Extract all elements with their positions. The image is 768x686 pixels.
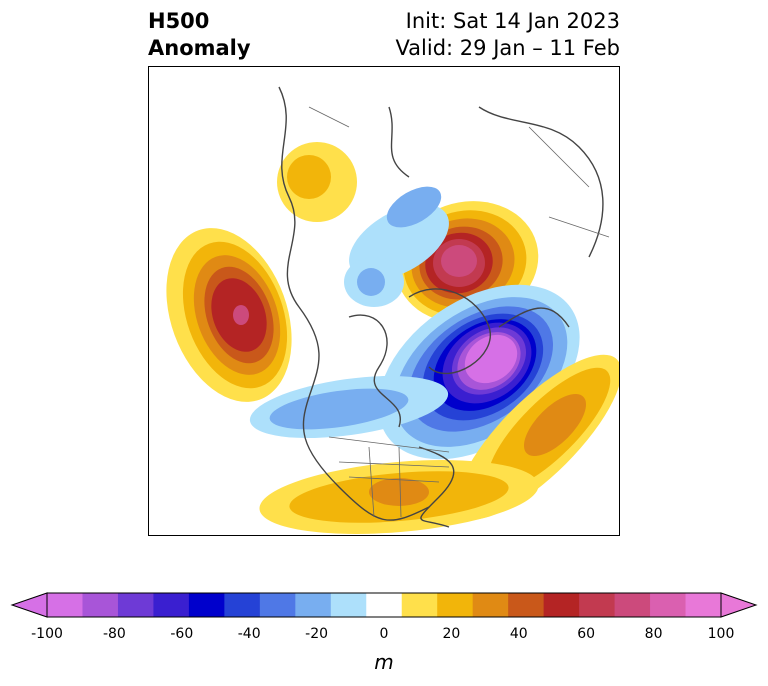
anomaly-ridge-north-core [287, 155, 331, 199]
colorbar-tick-label: 80 [644, 626, 663, 642]
colorbar-segment [188, 593, 225, 617]
colorbar-segment [330, 593, 367, 617]
colorbar-tick-label: -40 [237, 626, 261, 642]
colorbar-tick-label: 20 [442, 626, 461, 642]
colorbar-frame [46, 592, 722, 618]
colorbar-tick-label: -80 [102, 626, 126, 642]
init-date: Init: Sat 14 Jan 2023 [405, 9, 620, 33]
colorbar-unit-label: m [374, 650, 394, 674]
anomaly-ridge-pacific [166, 228, 292, 402]
colorbar-tick-label: -20 [305, 626, 329, 642]
anomaly-ridge-south [259, 460, 539, 534]
colorbar-tick-label: -60 [170, 626, 194, 642]
anomaly-trough-arctic [344, 186, 449, 307]
title-left: H500 Anomaly [148, 8, 251, 62]
title-field: Anomaly [148, 36, 251, 60]
colorbar-tick-label: -100 [31, 626, 63, 642]
colorbar-tick-label: 40 [509, 626, 528, 642]
colorbar-segment [153, 593, 190, 617]
colorbar-segment [685, 593, 722, 617]
colorbar-segment [508, 593, 545, 617]
colorbar-segment [259, 593, 296, 617]
valid-range: Valid: 29 Jan – 11 Feb [395, 36, 620, 60]
colorbar-extend-max [720, 592, 758, 618]
anomaly-map [148, 66, 620, 536]
colorbar-segment [650, 593, 687, 617]
colorbar [10, 592, 758, 618]
map-svg [166, 86, 619, 534]
colorbar-segment [366, 593, 403, 617]
colorbar-segment [224, 593, 261, 617]
anomaly-trough-atlantic [378, 284, 580, 460]
colorbar-segment [401, 593, 438, 617]
colorbar-segment [543, 593, 580, 617]
colorbar-tick-label: 60 [577, 626, 596, 642]
coastlines [278, 86, 604, 528]
colorbar-tick-label: 100 [707, 626, 735, 642]
colorbar-segment [579, 593, 616, 617]
title-right: Init: Sat 14 Jan 2023 Valid: 29 Jan – 11… [395, 8, 620, 62]
colorbar-segment [117, 593, 154, 617]
borders [308, 106, 610, 518]
colorbar-segment [295, 593, 332, 617]
colorbar-extend-min [10, 592, 48, 618]
colorbar-segment [472, 593, 509, 617]
colorbar-segment [614, 593, 651, 617]
colorbar-segment [82, 593, 119, 617]
colorbar-segment [47, 593, 83, 617]
colorbar-tick-label: 0 [379, 626, 389, 642]
title-variable: H500 [148, 9, 210, 33]
colorbar-segment [437, 593, 474, 617]
